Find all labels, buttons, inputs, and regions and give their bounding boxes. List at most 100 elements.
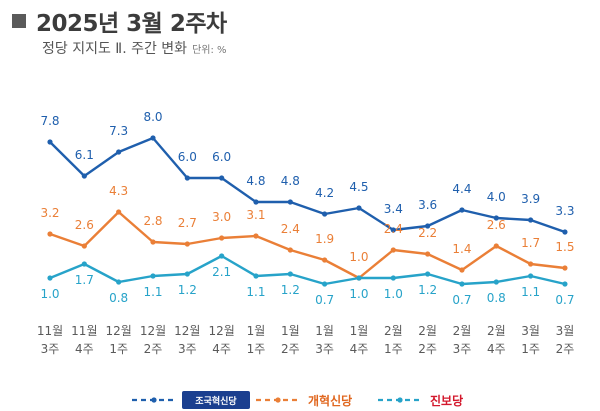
- x-tick-label-month-1: 11월: [37, 324, 63, 338]
- x-tick-label-week-9: 3주: [315, 342, 334, 356]
- chart-subtitle: 정당 지지도 Ⅱ. 주간 변화: [42, 41, 188, 57]
- x-tick-label-month-16: 3월: [556, 324, 575, 338]
- data-label-1-11: 3.4: [384, 202, 403, 216]
- x-tick-label-month-2: 11월: [71, 324, 97, 338]
- data-label-3-12: 1.2: [418, 283, 437, 297]
- x-tick-label-month-6: 12월: [208, 324, 234, 338]
- data-point-3-14: [493, 279, 499, 285]
- x-tick-label-week-16: 2주: [556, 342, 575, 356]
- data-label-1-5: 6.0: [178, 150, 197, 164]
- x-tick-label-month-4: 12월: [140, 324, 166, 338]
- legend-label-1: 조국혁신당: [195, 395, 237, 407]
- legend-label-2: 개혁신당: [308, 393, 352, 408]
- data-label-1-12: 3.6: [418, 198, 437, 212]
- data-label-1-15: 3.9: [521, 192, 540, 206]
- x-tick-label-week-15: 1주: [521, 342, 540, 356]
- data-label-3-4: 1.1: [143, 285, 162, 299]
- x-tick-label-month-15: 3월: [521, 324, 540, 338]
- data-point-3-7: [253, 273, 259, 279]
- data-point-2-5: [184, 241, 190, 247]
- data-point-2-9: [322, 257, 328, 263]
- data-point-1-4: [150, 135, 156, 141]
- data-point-3-5: [184, 271, 190, 277]
- data-point-2-1: [47, 231, 53, 237]
- legend-logo-bg-1: [182, 391, 250, 409]
- data-label-1-14: 4.0: [487, 190, 506, 204]
- data-point-2-7: [253, 233, 259, 239]
- legend-label-3: 진보당: [430, 393, 463, 408]
- x-tick-label-week-7: 1주: [247, 342, 266, 356]
- data-label-3-11: 1.0: [384, 287, 403, 301]
- data-point-2-4: [150, 239, 156, 245]
- data-label-3-6: 2.1: [212, 265, 231, 279]
- x-tick-label-week-6: 4주: [212, 342, 231, 356]
- data-point-2-14: [493, 243, 499, 249]
- data-label-3-1: 1.0: [40, 287, 59, 301]
- data-point-1-11: [390, 227, 396, 233]
- data-point-1-7: [253, 199, 259, 205]
- x-tick-label-week-14: 4주: [487, 342, 506, 356]
- data-point-2-3: [116, 209, 122, 215]
- unit-label: 단위: %: [192, 45, 227, 56]
- x-tick-label-week-12: 2주: [418, 342, 437, 356]
- data-label-2-11: 2.4: [384, 222, 403, 236]
- data-point-3-3: [116, 279, 122, 285]
- data-label-1-16: 3.3: [555, 204, 574, 218]
- x-tick-label-month-13: 2월: [453, 324, 472, 338]
- data-label-2-3: 4.3: [109, 184, 128, 198]
- data-point-3-1: [47, 275, 53, 281]
- x-tick-label-month-3: 12월: [106, 324, 132, 338]
- data-point-3-12: [425, 271, 431, 277]
- data-label-2-15: 1.7: [521, 236, 540, 250]
- data-point-2-13: [459, 267, 465, 273]
- data-point-1-1: [47, 139, 53, 145]
- data-point-1-10: [356, 205, 362, 211]
- data-label-3-9: 0.7: [315, 293, 334, 307]
- series-line-1: [48, 136, 567, 234]
- data-point-3-2: [81, 261, 87, 267]
- data-label-3-3: 0.8: [109, 291, 128, 305]
- data-label-3-2: 1.7: [75, 273, 94, 287]
- data-label-1-7: 4.8: [246, 174, 265, 188]
- data-label-1-1: 7.8: [40, 114, 59, 128]
- data-point-3-11: [390, 275, 396, 281]
- data-label-2-2: 2.6: [75, 218, 94, 232]
- data-label-2-14: 2.6: [487, 218, 506, 232]
- x-tick-label-week-5: 3주: [178, 342, 197, 356]
- data-label-3-5: 1.2: [178, 283, 197, 297]
- legend-marker-2: [275, 397, 281, 403]
- data-label-2-7: 3.1: [246, 208, 265, 222]
- data-point-1-2: [81, 173, 87, 179]
- data-label-2-1: 3.2: [40, 206, 59, 220]
- data-label-2-12: 2.2: [418, 226, 437, 240]
- data-point-3-6: [219, 253, 225, 259]
- x-tick-label-week-13: 3주: [453, 342, 472, 356]
- data-point-1-5: [184, 175, 190, 181]
- x-tick-label-week-2: 4주: [75, 342, 94, 356]
- legend-marker-3: [397, 397, 403, 403]
- data-label-3-7: 1.1: [246, 285, 265, 299]
- x-tick-label-month-9: 1월: [315, 324, 334, 338]
- data-label-1-6: 6.0: [212, 150, 231, 164]
- data-point-1-9: [322, 211, 328, 217]
- data-label-1-10: 4.5: [349, 180, 368, 194]
- data-point-3-10: [356, 275, 362, 281]
- legend-marker-1: [151, 397, 157, 403]
- data-point-3-4: [150, 273, 156, 279]
- data-label-1-9: 4.2: [315, 186, 334, 200]
- x-tick-label-week-3: 1주: [109, 342, 128, 356]
- data-point-3-8: [287, 271, 293, 277]
- data-label-3-16: 0.7: [555, 293, 574, 307]
- data-label-3-10: 1.0: [349, 287, 368, 301]
- x-tick-label-week-11: 1주: [384, 342, 403, 356]
- data-point-1-16: [562, 229, 568, 235]
- title-row: 2025년 3월 2주차: [12, 4, 227, 38]
- data-label-1-13: 4.4: [452, 182, 471, 196]
- data-point-3-16: [562, 281, 568, 287]
- data-point-3-13: [459, 281, 465, 287]
- x-tick-label-month-5: 12월: [174, 324, 200, 338]
- data-point-2-2: [81, 243, 87, 249]
- data-label-2-4: 2.8: [143, 214, 162, 228]
- data-point-1-8: [287, 199, 293, 205]
